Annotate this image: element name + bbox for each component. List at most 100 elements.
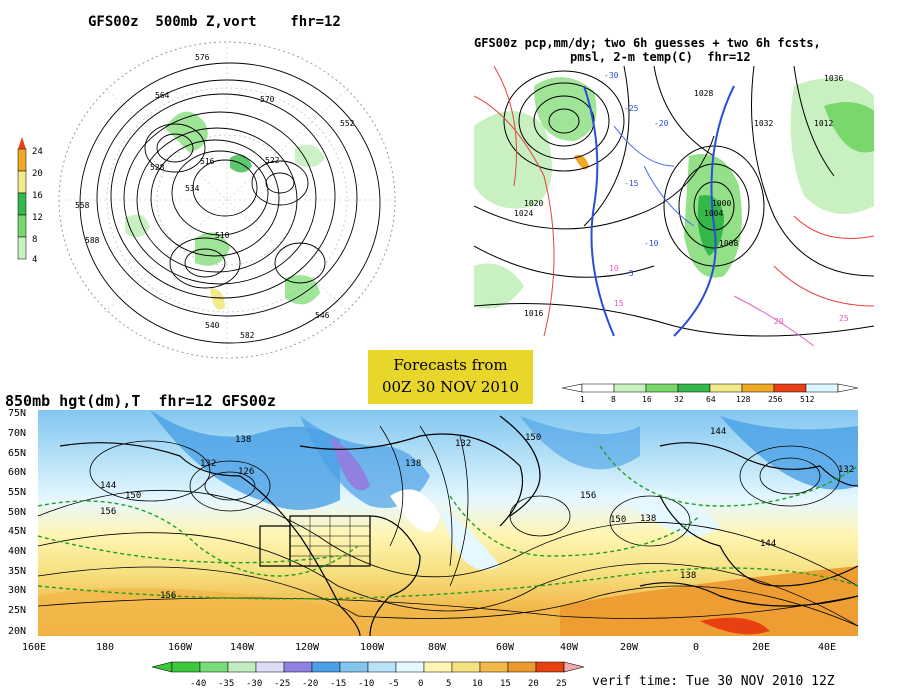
contour-label: 528 [150,163,165,172]
temp-legend-value: 10 [472,679,483,689]
pressure-label: 1036 [824,74,843,83]
pressure-label: 1012 [814,119,833,128]
contour-label: 570 [260,95,275,104]
panel-500mb-title: GFS00z 500mb Z,vort fhr=12 [88,14,341,30]
pressure-label: 1004 [704,209,723,218]
temp-legend-value: -30 [246,679,262,689]
legend-value: 12 [32,213,43,223]
hgt-label: 132 [200,459,216,469]
precip-colorbar: 1 8 16 32 64 128 256 512 [561,383,859,404]
hgt-label: 138 [235,435,251,445]
lat-label: 30N [8,585,26,596]
lon-label: 40W [560,642,579,653]
contour-label: 558 [75,201,90,210]
contour-label: 588 [85,236,100,245]
lon-label: 80W [428,642,447,653]
hgt-label: 144 [710,427,726,437]
contour-label: 516 [200,157,215,166]
hgt-label: 150 [525,433,541,443]
contour-label: 582 [240,331,255,340]
panel-pcp-title-line1: GFS00z pcp,mm/dy; two 6h guesses + two 6… [474,36,821,50]
lon-label: 140W [230,642,255,653]
lat-label: 55N [8,487,26,498]
hgt-label: 138 [405,459,421,469]
panel-pcp-title-line2: pmsl, 2-m temp(C) fhr=12 [570,50,751,64]
temp-legend-value: -10 [358,679,374,689]
lon-label: 180 [96,642,115,653]
lat-label: 50N [8,507,26,518]
contour-label: 546 [315,311,330,320]
contour-label: 576 [195,53,210,62]
temp-label: 10 [609,264,619,273]
map-850mb: 75N 70N 65N 60N 55N 50N 45N 40N 35N 30N … [8,408,859,637]
temp-label: 25 [839,314,849,323]
legend-value: 16 [32,191,43,201]
temp-legend-value: 15 [500,679,511,689]
temp-legend-value: 0 [418,679,423,689]
lon-axis: 160E 180 160W 140W 120W 100W 80W 60W 40W… [0,642,900,656]
temp-legend-value: -25 [274,679,290,689]
lon-label: 100W [360,642,385,653]
precip-legend-value: 32 [674,395,684,404]
legend-value: 24 [32,147,43,157]
panel-850mb-title: 850mb hgt(dm),T fhr=12 GFS00z [5,392,276,410]
lat-label: 60N [8,467,26,478]
precip-legend-value: 8 [611,395,616,404]
temp-label: -30 [604,71,619,80]
temp-legend-value: -20 [302,679,318,689]
lat-label: 40N [8,546,26,557]
lat-label: 25N [8,605,26,616]
forecast-badge: Forecasts from 00Z 30 NOV 2010 [368,350,533,404]
lat-label: 65N [8,448,26,459]
precip-legend-value: 1 [580,395,585,404]
badge-line1: Forecasts from [393,356,508,374]
lat-label: 35N [8,566,26,577]
pressure-label: 1024 [514,209,533,218]
temp-legend-value: 25 [556,679,567,689]
hgt-label: 156 [580,491,596,501]
hgt-label: 144 [760,539,776,549]
precip-legend-value: 16 [642,395,652,404]
temp-label: -15 [624,179,639,188]
precip-legend-value: 256 [768,395,783,404]
lon-label: 0 [693,642,700,653]
temp-label: -25 [624,104,639,113]
temp-legend-value: 20 [528,679,539,689]
badge-line2: 00Z 30 NOV 2010 [381,378,520,396]
precip-legend-value: 64 [706,395,716,404]
pressure-label: 1000 [712,199,731,208]
lon-label: 120W [295,642,320,653]
lon-label: 160E [22,642,47,653]
hgt-label: 150 [610,515,626,525]
legend-value: 20 [32,169,43,179]
pressure-label: 1028 [694,89,713,98]
contour-label: 510 [215,231,230,240]
precip-legend-value: 128 [736,395,751,404]
legend-value: 4 [32,255,38,265]
contour-label: 534 [185,184,200,193]
hgt-label: 156 [100,507,116,517]
temp-legend-value: -40 [190,679,206,689]
pmsl-precip-map: 1028 1032 1024 1020 1016 1012 1008 1004 … [474,66,876,350]
vorticity-colorbar [17,137,27,260]
hgt-label: 144 [100,481,116,491]
lat-label: 45N [8,526,26,537]
pressure-label: 1008 [719,239,738,248]
temp-legend-value: -5 [388,679,399,689]
lon-label: 20E [752,642,771,653]
hgt-label: 126 [238,467,254,477]
hgt-label: 132 [455,439,471,449]
pressure-label: 1020 [524,199,543,208]
contour-label: 564 [155,91,170,100]
hgt-label: 150 [125,491,141,501]
lat-label: 70N [8,428,26,439]
temp-label: 15 [614,299,624,308]
hgt-label: 132 [838,465,854,475]
polar-500mb-map: 576 564 570 552 528 534 516 510 540 546 … [58,41,396,359]
verif-time: verif time: Tue 30 NOV 2010 12Z [592,674,835,689]
lon-label: 20W [620,642,639,653]
pressure-label: 1016 [524,309,543,318]
pressure-label: 1032 [754,119,773,128]
temp-label: -5 [624,269,634,278]
hgt-label: 156 [160,591,176,601]
